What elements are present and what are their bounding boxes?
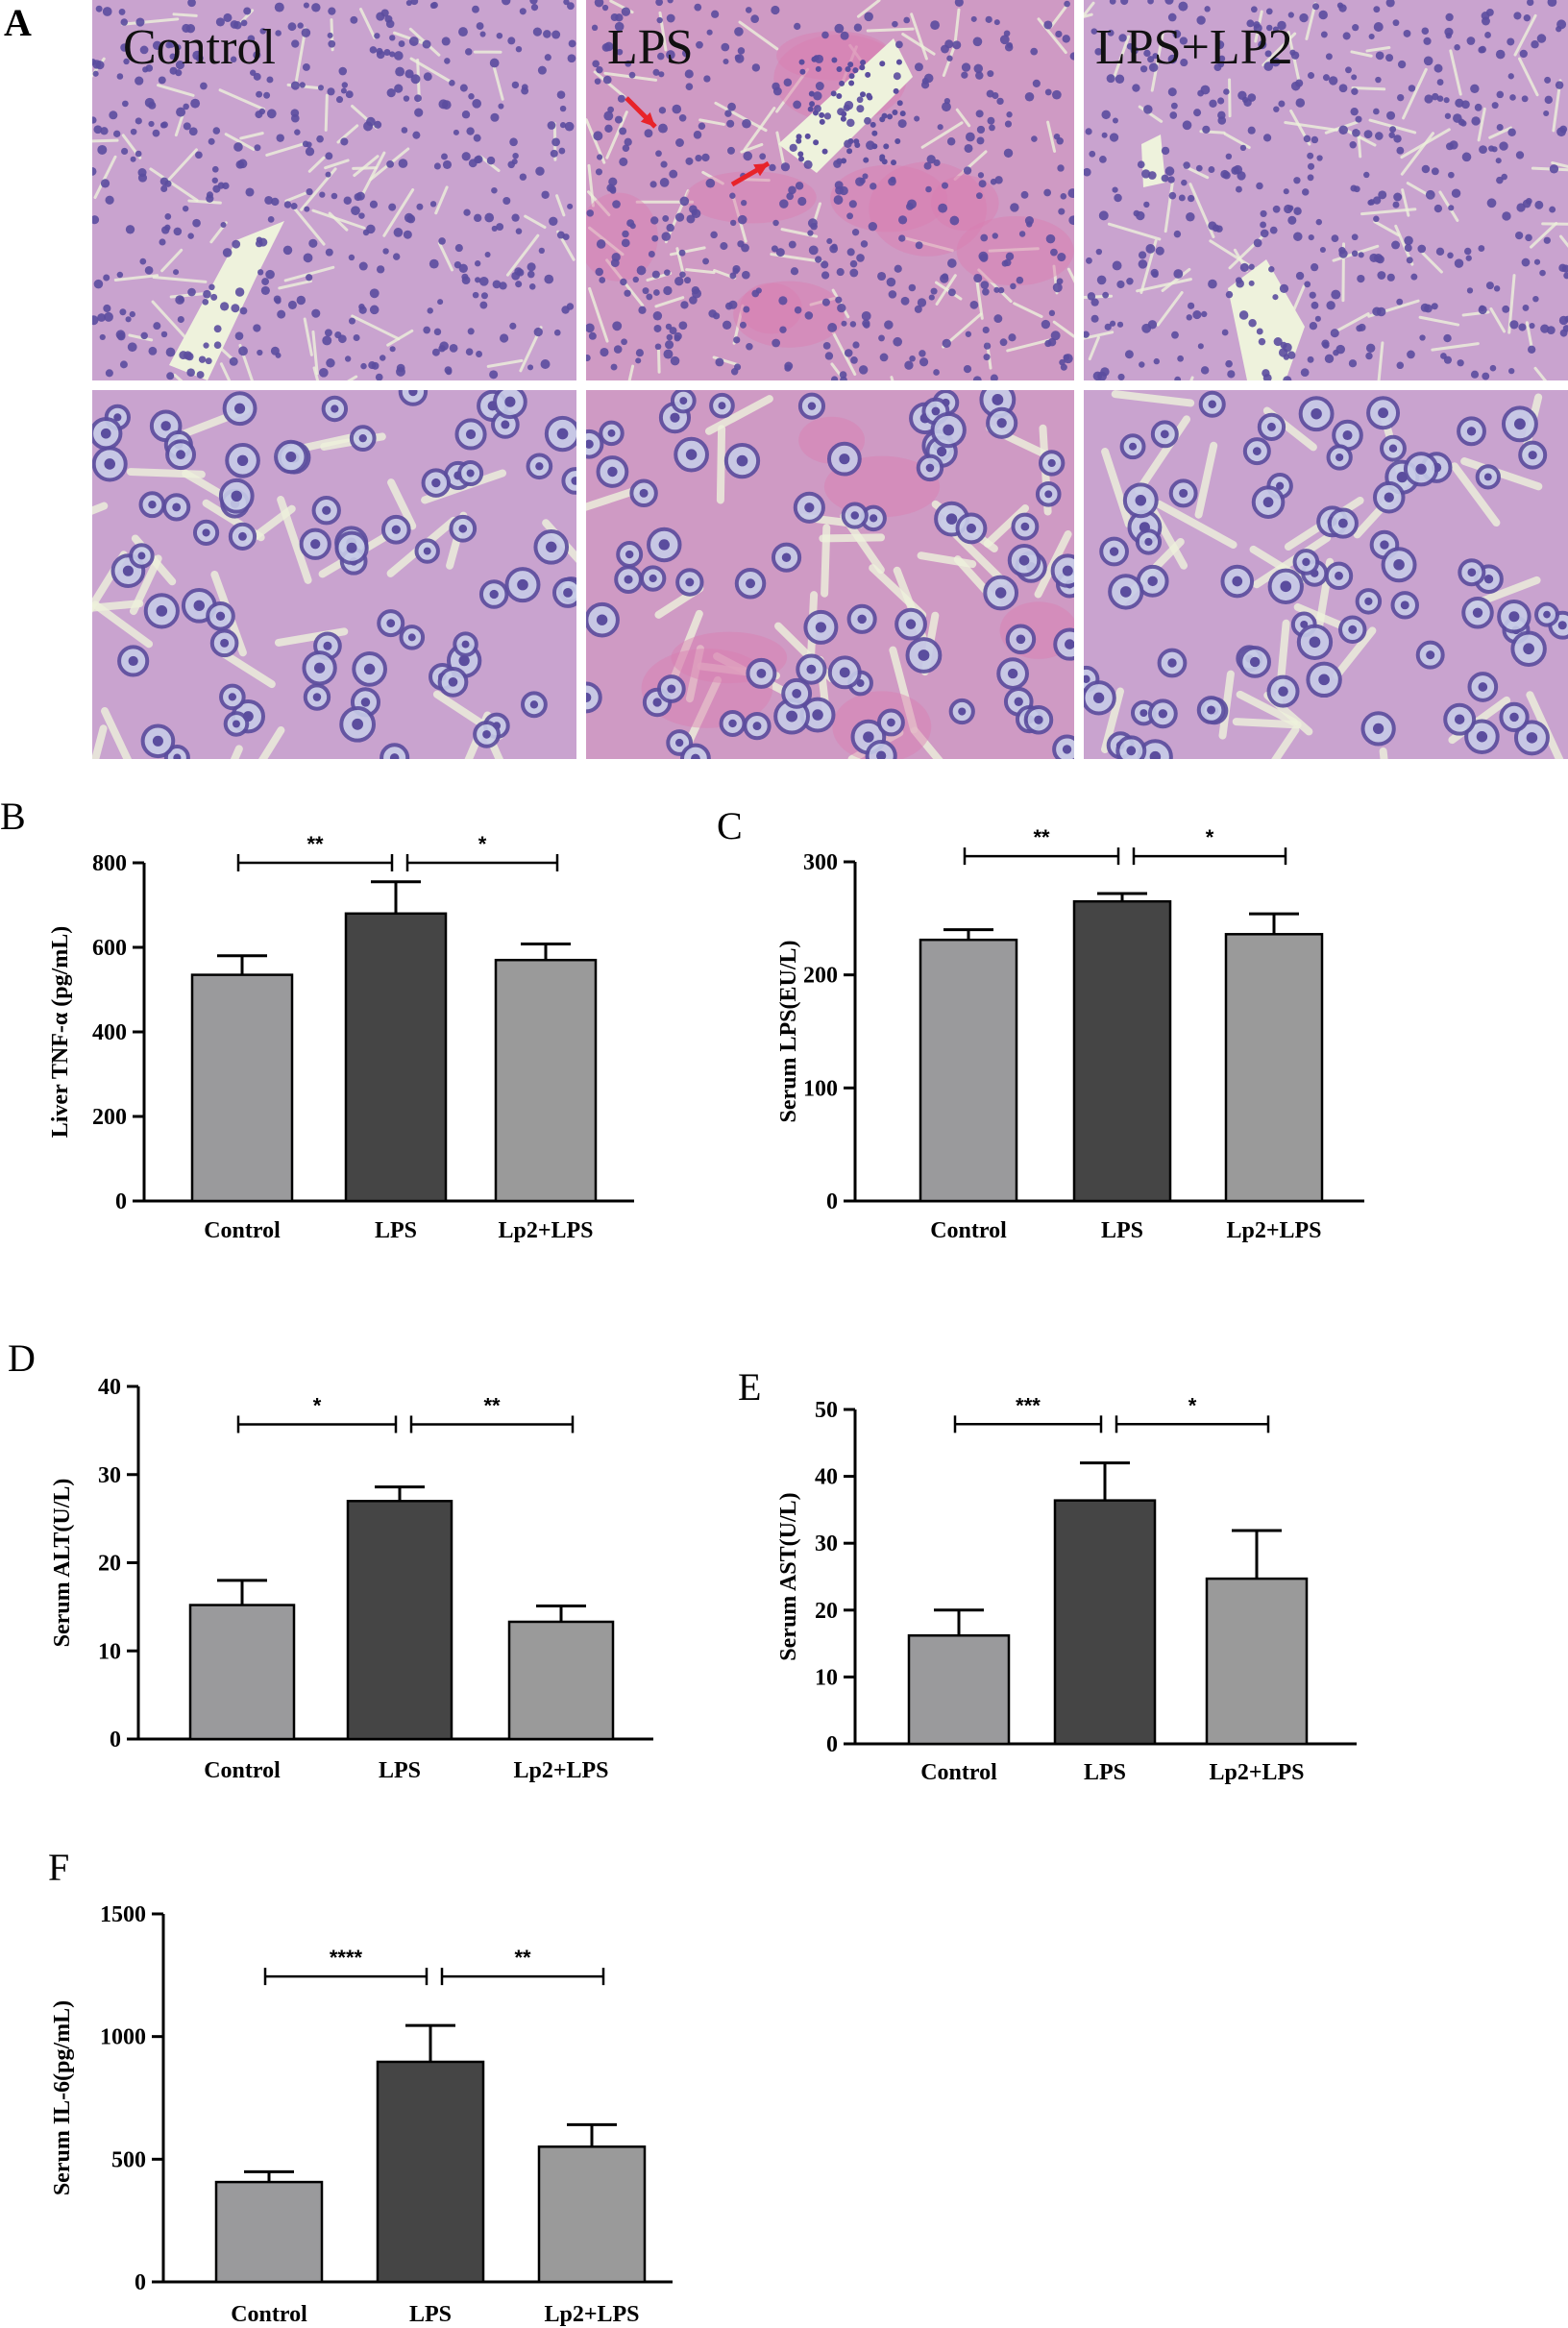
y-tick-label: 1000 [100,2025,146,2050]
bar-lps [1053,1499,1157,1746]
bar-control [214,2180,324,2284]
micrograph-control-high [92,390,576,759]
micrograph-label-control: Control [123,20,276,75]
y-tick-label: 200 [803,964,838,989]
y-axis-title: Liver TNF-α (pg/mL) [48,926,73,1139]
bar-lp2-lps [537,2145,647,2284]
bar-lps [344,912,448,1203]
y-tick-label: 30 [815,1532,838,1556]
category-label: Lp2+LPS [498,1218,593,1243]
chart-d: 0 10 20 30 40 Control LPS Lp2+LPS * ** Serum ALT(U… [0,0,711,1826]
bar-lp2-lps [507,1620,615,1741]
y-tick-label: 20 [98,1552,121,1577]
bar-control [190,973,294,1203]
category-label: Control [930,1218,1007,1243]
red-arrow-icon [730,160,771,187]
micrograph-lps-high [586,390,1074,759]
y-tick-label: 40 [815,1465,838,1490]
y-tick-label: 300 [803,850,838,875]
micrograph-lp2-low [1084,0,1568,380]
category-label: Control [204,1758,281,1783]
category-label: LPS [1101,1218,1143,1243]
y-axis-title: Serum ALT(U/L) [50,1479,75,1648]
panel-b-letter: B [0,795,26,838]
y-tick-label: 400 [92,1020,127,1045]
y-tick-label: 0 [110,1728,121,1752]
chart-b: 0 200 400 600 800 Control LPS Lp2+LPS ** * Liver T… [0,0,711,1278]
chart-c: 0 100 200 300 Control LPS Lp2+LPS ** * Serum LPS(… [776,825,1364,1243]
micrograph-lps-low [586,0,1074,380]
y-tick-label: 0 [115,1189,127,1214]
y-axis-title: Serum AST(U/L) [776,1492,801,1660]
chart-f: 0 500 1000 1500 Control LPS Lp2+LPS **** ** Serum… [0,0,711,2328]
category-label: LPS [375,1218,417,1243]
category-label: Lp2+LPS [1226,1218,1321,1243]
category-label: LPS [379,1758,421,1783]
y-tick-label: 10 [98,1639,121,1664]
y-tick-label: 1500 [100,1902,146,1927]
category-label: Control [204,1218,281,1243]
micrograph-lp2-high [1084,390,1568,759]
category-label: Lp2+LPS [544,2302,639,2327]
y-tick-label: 0 [135,2270,146,2295]
significance-label: **** [330,1946,363,1970]
significance-label: * [478,832,487,856]
bar-lp2-lps [494,958,598,1203]
y-tick-label: 500 [111,2147,146,2172]
bar-control [919,938,1018,1203]
y-tick-label: 800 [92,851,127,876]
bar-lps [1072,899,1172,1203]
y-tick-label: 200 [92,1105,127,1130]
y-tick-label: 10 [815,1665,838,1690]
significance-label: ** [1033,825,1050,849]
significance-label: * [313,1393,322,1417]
panel-a-letter: A [4,1,32,44]
y-tick-label: 30 [98,1463,121,1488]
y-tick-label: 0 [826,1732,838,1757]
micrograph-label-lp2: LPS+LP2 [1095,20,1293,75]
significance-label: * [1206,825,1214,849]
category-label: LPS [409,2302,452,2327]
significance-label: * [1188,1393,1197,1417]
significance-label: ** [514,1946,531,1970]
y-tick-label: 600 [92,936,127,961]
panel-e-letter: E [738,1365,762,1409]
red-arrow-icon [625,96,657,129]
significance-label: ** [306,832,324,856]
y-axis-title: Serum LPS(EU/L) [776,940,801,1122]
significance-label: *** [1016,1393,1041,1417]
panel-c-letter: C [717,804,743,847]
category-label: LPS [1084,1760,1126,1785]
micrograph-control-low [92,0,576,380]
bar-lps [376,2060,485,2284]
panel-f-letter: F [48,1846,70,1889]
chart-e: 0 10 20 30 40 50 Control LPS Lp2+LPS *** * Serum AS… [776,1393,1357,1785]
y-tick-label: 50 [815,1398,838,1423]
bar-lp2-lps [1224,933,1324,1203]
category-label: Lp2+LPS [1209,1760,1304,1785]
category-label: Control [231,2302,307,2327]
y-tick-label: 40 [98,1375,121,1400]
bar-control [188,1604,296,1741]
y-tick-label: 20 [815,1599,838,1624]
y-axis-title: Serum IL-6(pg/mL) [50,2000,75,2195]
significance-label: ** [483,1393,501,1417]
y-tick-label: 100 [803,1076,838,1101]
bar-control [907,1633,1011,1746]
category-label: Lp2+LPS [513,1758,608,1783]
category-label: Control [920,1760,997,1785]
bar-lps [346,1500,453,1741]
y-tick-label: 0 [826,1189,838,1214]
panel-d-letter: D [8,1336,36,1380]
bar-lp2-lps [1205,1577,1309,1746]
micrograph-label-lps: LPS [607,20,694,75]
